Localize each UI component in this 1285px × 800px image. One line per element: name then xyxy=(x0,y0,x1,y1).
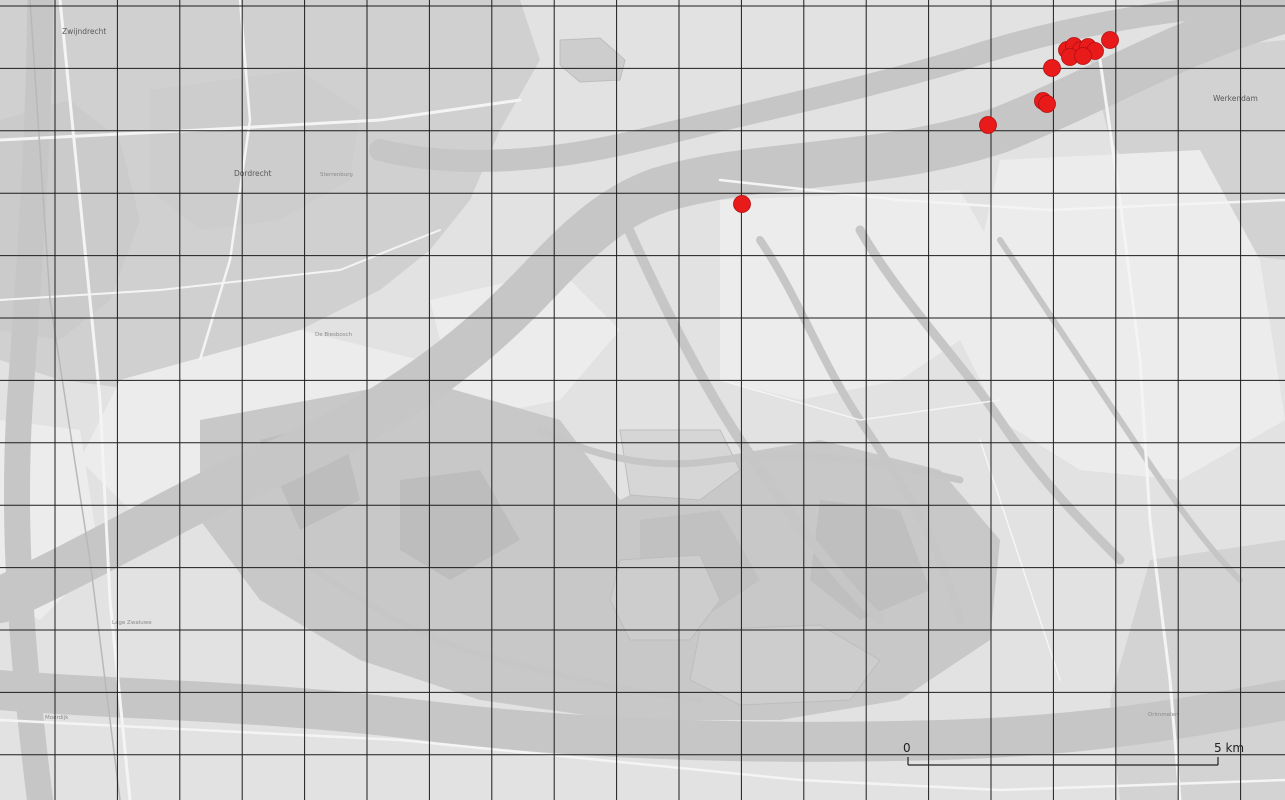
scale-end-label: 5 km xyxy=(1214,741,1244,755)
label-dordrecht: Dordrecht xyxy=(234,169,271,178)
observation-marker[interactable] xyxy=(979,116,997,134)
observation-marker[interactable] xyxy=(1101,31,1119,49)
label-sterrenburg: Sterrenburg xyxy=(320,172,353,178)
place-labels: Zwijndrecht Dordrecht Sterrenburg Werken… xyxy=(45,27,1258,721)
observation-marker[interactable] xyxy=(1043,59,1061,77)
label-werkendam: Werkendam xyxy=(1213,94,1258,103)
observation-markers xyxy=(733,31,1119,213)
label-zwijndrecht: Zwijndrecht xyxy=(62,27,106,36)
farmland xyxy=(0,150,1285,620)
label-drimmelen: Drimmelen xyxy=(1148,712,1179,718)
reservoirs xyxy=(559,37,881,706)
observation-marker[interactable] xyxy=(1038,95,1056,113)
urban-area-werkendam xyxy=(1090,40,1285,260)
scale-start-label: 0 xyxy=(903,741,911,755)
label-moerdijk: Moerdijk xyxy=(45,715,69,721)
observation-marker[interactable] xyxy=(733,195,751,213)
label-lage-zwaluwe: Lage Zwaluwe xyxy=(112,620,152,626)
scale-bar: 0 5 km xyxy=(903,741,1244,766)
observation-marker[interactable] xyxy=(1074,47,1092,65)
label-de-biesbosch: De Biesbosch xyxy=(315,332,353,338)
